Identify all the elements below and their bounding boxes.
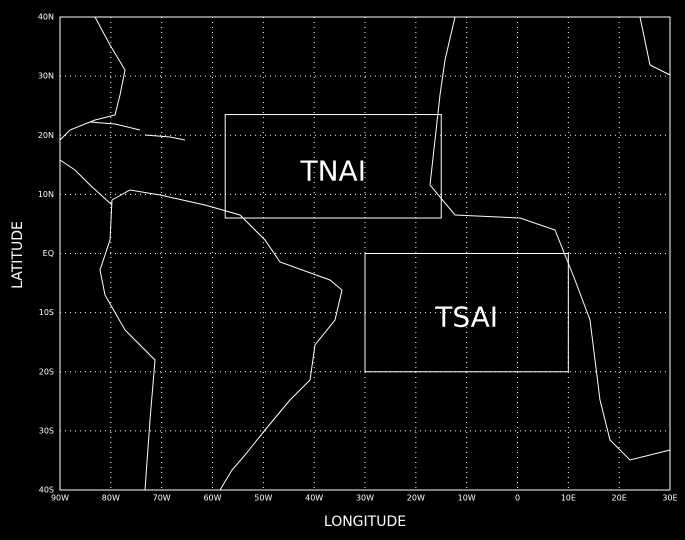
x-tick-label: 60W [203,494,221,503]
region-label: TSAI [434,301,498,334]
coastline [111,189,343,491]
coastlines [59,16,671,491]
y-tick-label: 10N [38,190,54,199]
coastline [639,16,671,76]
x-tick-label: 50W [254,494,272,503]
coastline [59,159,113,206]
x-tick-label: 20E [612,494,627,503]
x-tick-label: 10E [561,494,576,503]
y-tick-label: 30S [39,426,54,435]
y-tick-label: 10S [39,308,54,317]
y-tick-label: 40N [38,13,54,22]
region-label: TNAI [299,154,365,187]
coastline [429,16,671,461]
x-tick-label: 30W [356,494,374,503]
y-tick-label: 20N [38,131,54,140]
coastline [144,134,186,141]
region-box [364,253,569,373]
x-tick-label: 70W [153,494,171,503]
x-tick-label: 30E [662,494,677,503]
x-tick-label: 0 [515,494,520,503]
x-axis-label: LONGITUDE [324,514,406,530]
coastline [89,121,141,131]
region-box [224,114,442,219]
x-tick-label: 40W [305,494,323,503]
coastline [59,16,126,141]
x-tick-label: 20W [407,494,425,503]
y-axis-label: LATITUDE [10,221,26,289]
x-tick-label: 80W [102,494,120,503]
y-tick-label: 30N [38,72,54,81]
x-tick-label: 90W [51,494,69,503]
y-tick-label: 40S [39,486,54,495]
plot-frame [59,16,671,491]
y-tick-label: 20S [39,367,54,376]
y-tick-label: EQ [43,249,54,258]
x-tick-label: 10W [458,494,476,503]
